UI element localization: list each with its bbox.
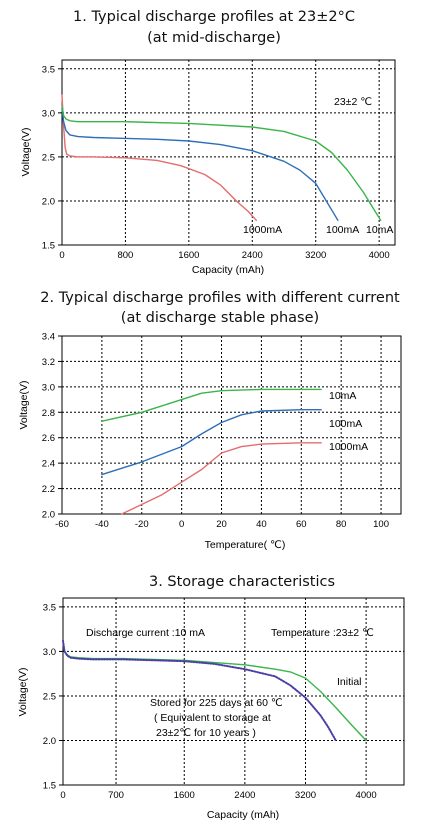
series-line-100ma <box>61 107 339 222</box>
chart-2-title: 2. Typical discharge profiles with diffe… <box>40 290 400 306</box>
chart-1-x-ticks: 0 800 1600 2400 3200 4000 <box>59 250 389 261</box>
x-tick-label: 3200 <box>295 790 316 801</box>
x-tick-label: 1600 <box>178 250 199 261</box>
chart-3-annotation-temp: Temperature :23±2 ℃ <box>271 627 374 639</box>
y-tick-label: 2.0 <box>43 736 56 747</box>
y-tick-label: 2.4 <box>42 459 55 470</box>
y-tick-label: 3.0 <box>43 647 56 658</box>
chart-1-series <box>61 94 382 222</box>
x-tick-label: 80 <box>336 519 347 530</box>
chart-1-label-100ma: 100mA <box>326 224 359 236</box>
y-tick-label: 3.4 <box>42 332 55 343</box>
x-tick-label: -20 <box>135 519 149 530</box>
chart-3-ylabel: Voltage(V) <box>17 667 29 716</box>
x-tick-label: 0 <box>179 519 184 530</box>
series-line-stored <box>62 639 337 742</box>
y-tick-label: 3.0 <box>42 108 55 119</box>
y-tick-label: 2.6 <box>42 433 55 444</box>
y-tick-label: 3.5 <box>43 602 56 613</box>
chart-2-label-10ma: 10mA <box>329 390 356 402</box>
x-tick-label: -60 <box>55 519 69 530</box>
chart-2-label-100ma: 100mA <box>329 418 362 430</box>
chart-2-frame <box>61 335 402 515</box>
x-tick-label: 100 <box>373 519 389 530</box>
chart-2-grid <box>62 336 401 514</box>
x-tick-label: -40 <box>95 519 109 530</box>
chart-3: 3. Storage characteristics 0 700 1600 2400 3… <box>17 574 405 821</box>
chart-3-y-ticks: 1.5 2.0 2.5 3.0 3.5 <box>43 602 63 792</box>
chart-2-y-ticks: 2.0 2.2 2.4 2.6 2.8 3.0 3.2 3.4 <box>42 332 62 521</box>
chart-1: 1. Typical discharge profiles at 23±2°C … <box>20 9 396 276</box>
series-line-initial <box>62 641 367 742</box>
x-tick-label: 1600 <box>174 790 195 801</box>
chart-1-subtitle: (at mid-discharge) <box>147 30 281 46</box>
chart-1-grid <box>62 60 395 245</box>
chart-2-label-1000ma: 1000mA <box>329 441 368 453</box>
chart-1-annotation-temp: 23±2 ℃ <box>334 96 372 108</box>
x-tick-label: 4000 <box>369 250 390 261</box>
chart-3-annotation-equivalent: ( Equivalent to storage at <box>154 712 271 724</box>
chart-1-label-10ma: 10mA <box>366 224 393 236</box>
chart-1-label-1000ma: 1000mA <box>243 224 282 236</box>
x-tick-label: 20 <box>216 519 227 530</box>
x-tick-label: 0 <box>60 790 65 801</box>
x-tick-label: 3200 <box>305 250 326 261</box>
chart-2-subtitle: (at discharge stable phase) <box>121 310 319 326</box>
chart-2-xlabel: Temperature( ℃) <box>205 539 286 551</box>
chart-1-ylabel: Voltage(V) <box>20 127 32 176</box>
y-tick-label: 2.2 <box>42 484 55 495</box>
chart-3-annotation-current: Discharge current :10 mA <box>86 627 205 639</box>
x-tick-label: 2400 <box>234 790 255 801</box>
x-tick-label: 800 <box>117 250 133 261</box>
chart-1-title: 1. Typical discharge profiles at 23±2°C <box>73 9 355 25</box>
y-tick-label: 3.5 <box>42 64 55 75</box>
x-tick-label: 60 <box>296 519 307 530</box>
chart-2-ylabel: Voltage(V) <box>18 380 30 429</box>
y-tick-label: 2.8 <box>42 408 55 419</box>
x-tick-label: 4000 <box>356 790 377 801</box>
y-tick-label: 2.5 <box>42 152 55 163</box>
y-tick-label: 1.5 <box>42 241 55 252</box>
series-line-10ma <box>61 105 382 222</box>
chart-3-x-ticks: 0 700 1600 2400 3200 4000 <box>60 790 376 801</box>
chart-3-annotation-years: 23±2℃ for 10 years ) <box>156 727 256 739</box>
chart-2-x-ticks: -60 -40 -20 0 20 40 60 80 100 <box>55 519 389 530</box>
chart-2: 2. Typical discharge profiles with diffe… <box>18 290 402 551</box>
chart-3-label-initial: Initial <box>337 676 362 688</box>
x-tick-label: 2400 <box>242 250 263 261</box>
y-tick-label: 2.5 <box>43 691 56 702</box>
series-line-1000ma <box>121 442 322 515</box>
chart-3-grid <box>63 598 404 785</box>
chart-3-annotation-stored: Stored for 225 days at 60 ℃ <box>150 697 283 709</box>
y-tick-label: 3.0 <box>42 382 55 393</box>
chart-1-xlabel: Capacity (mAh) <box>192 264 264 276</box>
chart-3-title: 3. Storage characteristics <box>149 574 335 590</box>
chart-3-xlabel: Capacity (mAh) <box>207 809 279 821</box>
series-line-1000ma <box>61 94 257 222</box>
chart-1-frame <box>61 59 396 246</box>
chart-3-frame <box>62 597 405 786</box>
y-tick-label: 2.0 <box>42 510 55 521</box>
chart-2-series <box>101 388 322 515</box>
chart-1-y-ticks: 1.5 2.0 2.5 3.0 3.5 <box>42 64 62 252</box>
series-line-100ma <box>101 409 322 476</box>
x-tick-label: 700 <box>108 790 124 801</box>
chart-3-series <box>62 639 367 742</box>
x-tick-label: 40 <box>256 519 267 530</box>
y-tick-label: 1.5 <box>43 781 56 792</box>
series-line-10ma <box>101 388 322 422</box>
y-tick-label: 2.0 <box>42 196 55 207</box>
y-tick-label: 3.2 <box>42 357 55 368</box>
x-tick-label: 0 <box>59 250 64 261</box>
